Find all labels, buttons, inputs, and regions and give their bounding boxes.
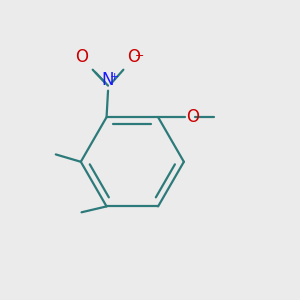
Text: −: −	[135, 51, 144, 61]
Text: O: O	[186, 108, 199, 126]
Text: N: N	[102, 71, 114, 89]
Text: +: +	[110, 72, 119, 82]
Text: O: O	[75, 48, 88, 66]
Text: O: O	[127, 48, 140, 66]
